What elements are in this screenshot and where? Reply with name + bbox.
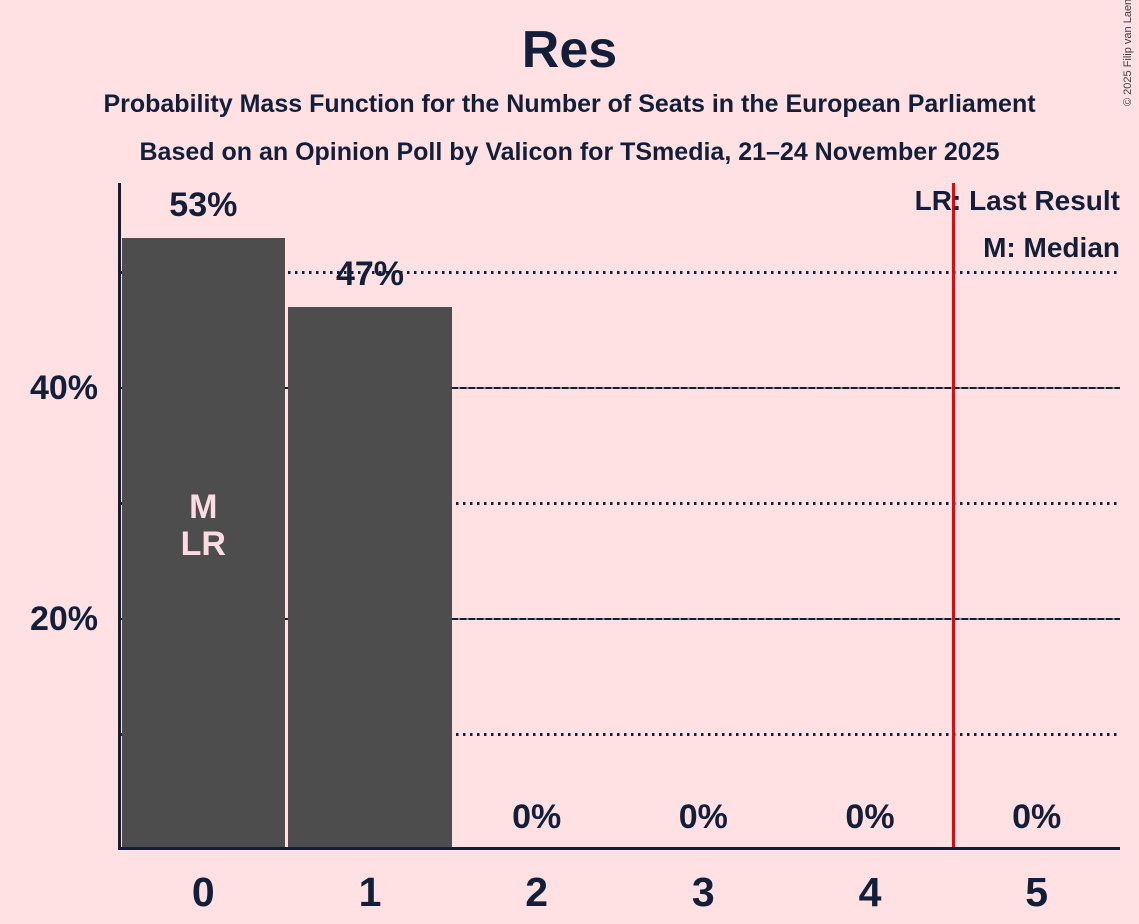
legend-median: M: Median	[983, 232, 1120, 263]
bar-value-label-0: 53%	[169, 185, 238, 224]
bar-seats-1	[288, 307, 452, 849]
dotted-gridline-50	[120, 271, 1120, 274]
bar-value-label-2: 0%	[512, 798, 562, 836]
x-axis-label-5: 5	[1025, 869, 1049, 915]
legend: LR: Last Result M: Median	[720, 186, 1120, 263]
x-axis-line	[118, 847, 1120, 851]
bar-value-label-4: 0%	[845, 798, 895, 836]
dotted-gridline-10	[120, 733, 1120, 736]
bar-seats-0	[121, 237, 285, 849]
last-result-line	[951, 183, 955, 850]
x-axis-label-3: 3	[691, 869, 715, 915]
solid-gridline-20	[120, 617, 1120, 621]
dotted-gridline-30	[120, 502, 1120, 505]
y-axis-label-20: 20%	[29, 600, 98, 638]
x-axis-label-2: 2	[525, 869, 549, 915]
chart-subtitle-1: Probability Mass Function for the Number…	[103, 90, 1036, 118]
x-axis-label-4: 4	[858, 869, 882, 915]
bar-value-label-1: 47%	[335, 255, 405, 294]
x-axis-label-1: 1	[358, 869, 382, 915]
legend-last-result: LR: Last Result	[914, 185, 1120, 216]
chart-title: Res	[521, 21, 618, 79]
bar-value-label-5: 0%	[1012, 798, 1062, 836]
chart-subtitle-2: Based on an Opinion Poll by Valicon for …	[139, 138, 1000, 166]
solid-gridline-40	[120, 386, 1120, 390]
y-axis-label-40: 40%	[29, 369, 98, 407]
median-last-result-marker: M LR	[180, 488, 226, 563]
y-axis-line	[118, 183, 121, 850]
bar-value-label-3: 0%	[678, 798, 728, 836]
x-axis-label-0: 0	[191, 869, 215, 915]
